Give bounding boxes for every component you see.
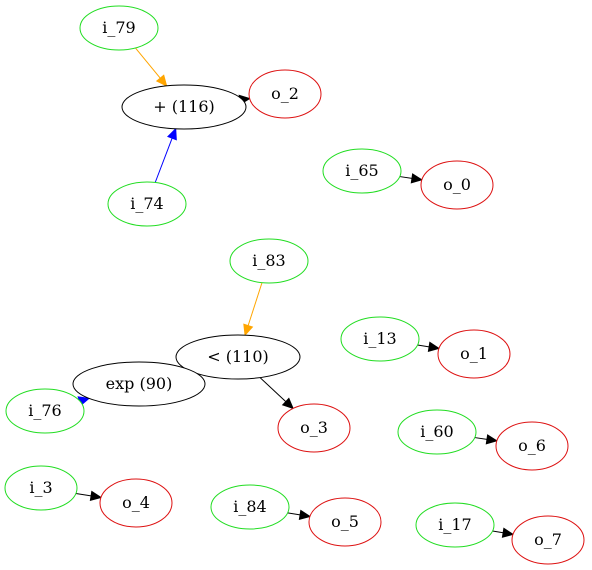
- input-node-shape: [210, 484, 290, 530]
- edge-i_60-to-o_6: [474, 434, 499, 445]
- input-node-shape: [415, 502, 495, 548]
- edge-i_83-to-lt110: [243, 282, 263, 337]
- edge-arrowhead: [501, 527, 515, 538]
- node-label: i_60: [420, 422, 453, 441]
- node-label: i_3: [29, 478, 52, 497]
- edge-arrowhead: [155, 74, 168, 87]
- edge-arrowhead: [167, 127, 177, 141]
- node-i_60: i_60: [397, 409, 477, 455]
- op-node-shape: [175, 334, 301, 380]
- node-o_2: o_2: [248, 69, 322, 119]
- node-i_3: i_3: [4, 465, 78, 511]
- edge-arrowhead: [298, 509, 312, 521]
- input-node-shape: [397, 409, 477, 455]
- edge-i_84-to-o_5: [287, 509, 312, 521]
- node-label: i_17: [438, 515, 471, 534]
- output-node-shape: [495, 421, 569, 471]
- output-node-shape: [511, 515, 585, 565]
- node-label: o_0: [443, 175, 471, 194]
- node-label: i_83: [252, 251, 285, 270]
- output-node-shape: [437, 329, 511, 379]
- node-label: o_3: [300, 418, 328, 437]
- node-label: + (116): [153, 97, 215, 116]
- node-i_79: i_79: [79, 5, 159, 51]
- node-label: i_84: [233, 497, 266, 516]
- input-node-shape: [322, 148, 402, 194]
- node-i_83: i_83: [229, 238, 309, 284]
- node-label: o_6: [518, 436, 546, 455]
- node-label: i_65: [345, 161, 378, 180]
- node-label: i_79: [102, 18, 135, 37]
- output-node-shape: [420, 160, 494, 210]
- op-node-shape: [72, 361, 206, 407]
- edge-line: [259, 377, 287, 403]
- node-label: o_1: [460, 344, 488, 363]
- node-i_65: i_65: [322, 148, 402, 194]
- output-node-shape: [99, 478, 173, 528]
- node-o_7: o_7: [511, 515, 585, 565]
- node-label: < (110): [207, 347, 269, 366]
- output-node-shape: [308, 497, 382, 547]
- node-label: exp (90): [106, 374, 173, 393]
- edge-line: [154, 137, 173, 183]
- edge-line: [75, 493, 92, 497]
- op-node-shape: [121, 84, 247, 130]
- node-label: o_2: [271, 84, 299, 103]
- input-node-shape: [4, 465, 78, 511]
- input-node-shape: [5, 388, 85, 434]
- input-node-shape: [340, 316, 420, 362]
- node-i_76: i_76: [5, 388, 85, 434]
- edge-line: [287, 512, 301, 516]
- node-i_17: i_17: [415, 502, 495, 548]
- edge-arrowhead: [281, 397, 294, 410]
- edge-line: [417, 344, 430, 348]
- edge-line: [474, 437, 488, 440]
- node-plus116: + (116): [121, 84, 247, 130]
- edge-i_65-to-o_0: [399, 173, 424, 184]
- node-o_4: o_4: [99, 478, 173, 528]
- input-node-shape: [229, 238, 309, 284]
- node-i_74: i_74: [107, 181, 187, 227]
- node-i_13: i_13: [340, 316, 420, 362]
- edge-i_17-to-o_7: [492, 527, 515, 538]
- edge-arrowhead: [243, 323, 254, 337]
- node-label: o_4: [122, 493, 150, 512]
- node-i_84: i_84: [210, 484, 290, 530]
- node-label: o_5: [331, 512, 359, 531]
- node-o_0: o_0: [420, 160, 494, 210]
- edge-i_3-to-o_4: [75, 490, 103, 502]
- input-node-shape: [79, 5, 159, 51]
- edge-line: [492, 530, 504, 534]
- edge-arrowhead: [410, 173, 424, 184]
- node-o_6: o_6: [495, 421, 569, 471]
- edge-arrowhead: [89, 490, 103, 502]
- output-node-shape: [277, 403, 351, 453]
- edge-arrowhead: [427, 341, 441, 352]
- edge-i_13-to-o_1: [417, 341, 441, 352]
- input-node-shape: [107, 181, 187, 227]
- edge-i_74-to-plus116: [154, 127, 177, 183]
- edge-lt110-to-o_3: [259, 377, 294, 410]
- output-node-shape: [248, 69, 322, 119]
- node-o_5: o_5: [308, 497, 382, 547]
- node-label: i_13: [363, 329, 396, 348]
- node-label: i_76: [28, 401, 61, 420]
- edge-line: [135, 47, 161, 79]
- nodes-layer: i_79 + (116) o_2 i_74 i_65 o_0 i_83 < (110) exp …: [4, 5, 585, 565]
- node-label: i_74: [130, 194, 163, 213]
- node-exp90: exp (90): [72, 361, 206, 407]
- edge-line: [247, 282, 263, 326]
- node-o_3: o_3: [277, 403, 351, 453]
- node-o_1: o_1: [437, 329, 511, 379]
- node-label: o_7: [534, 530, 562, 549]
- edge-arrowhead: [485, 434, 499, 445]
- edge-i_79-to-plus116: [135, 47, 168, 87]
- edge-line: [399, 176, 413, 179]
- node-lt110: < (110): [175, 334, 301, 380]
